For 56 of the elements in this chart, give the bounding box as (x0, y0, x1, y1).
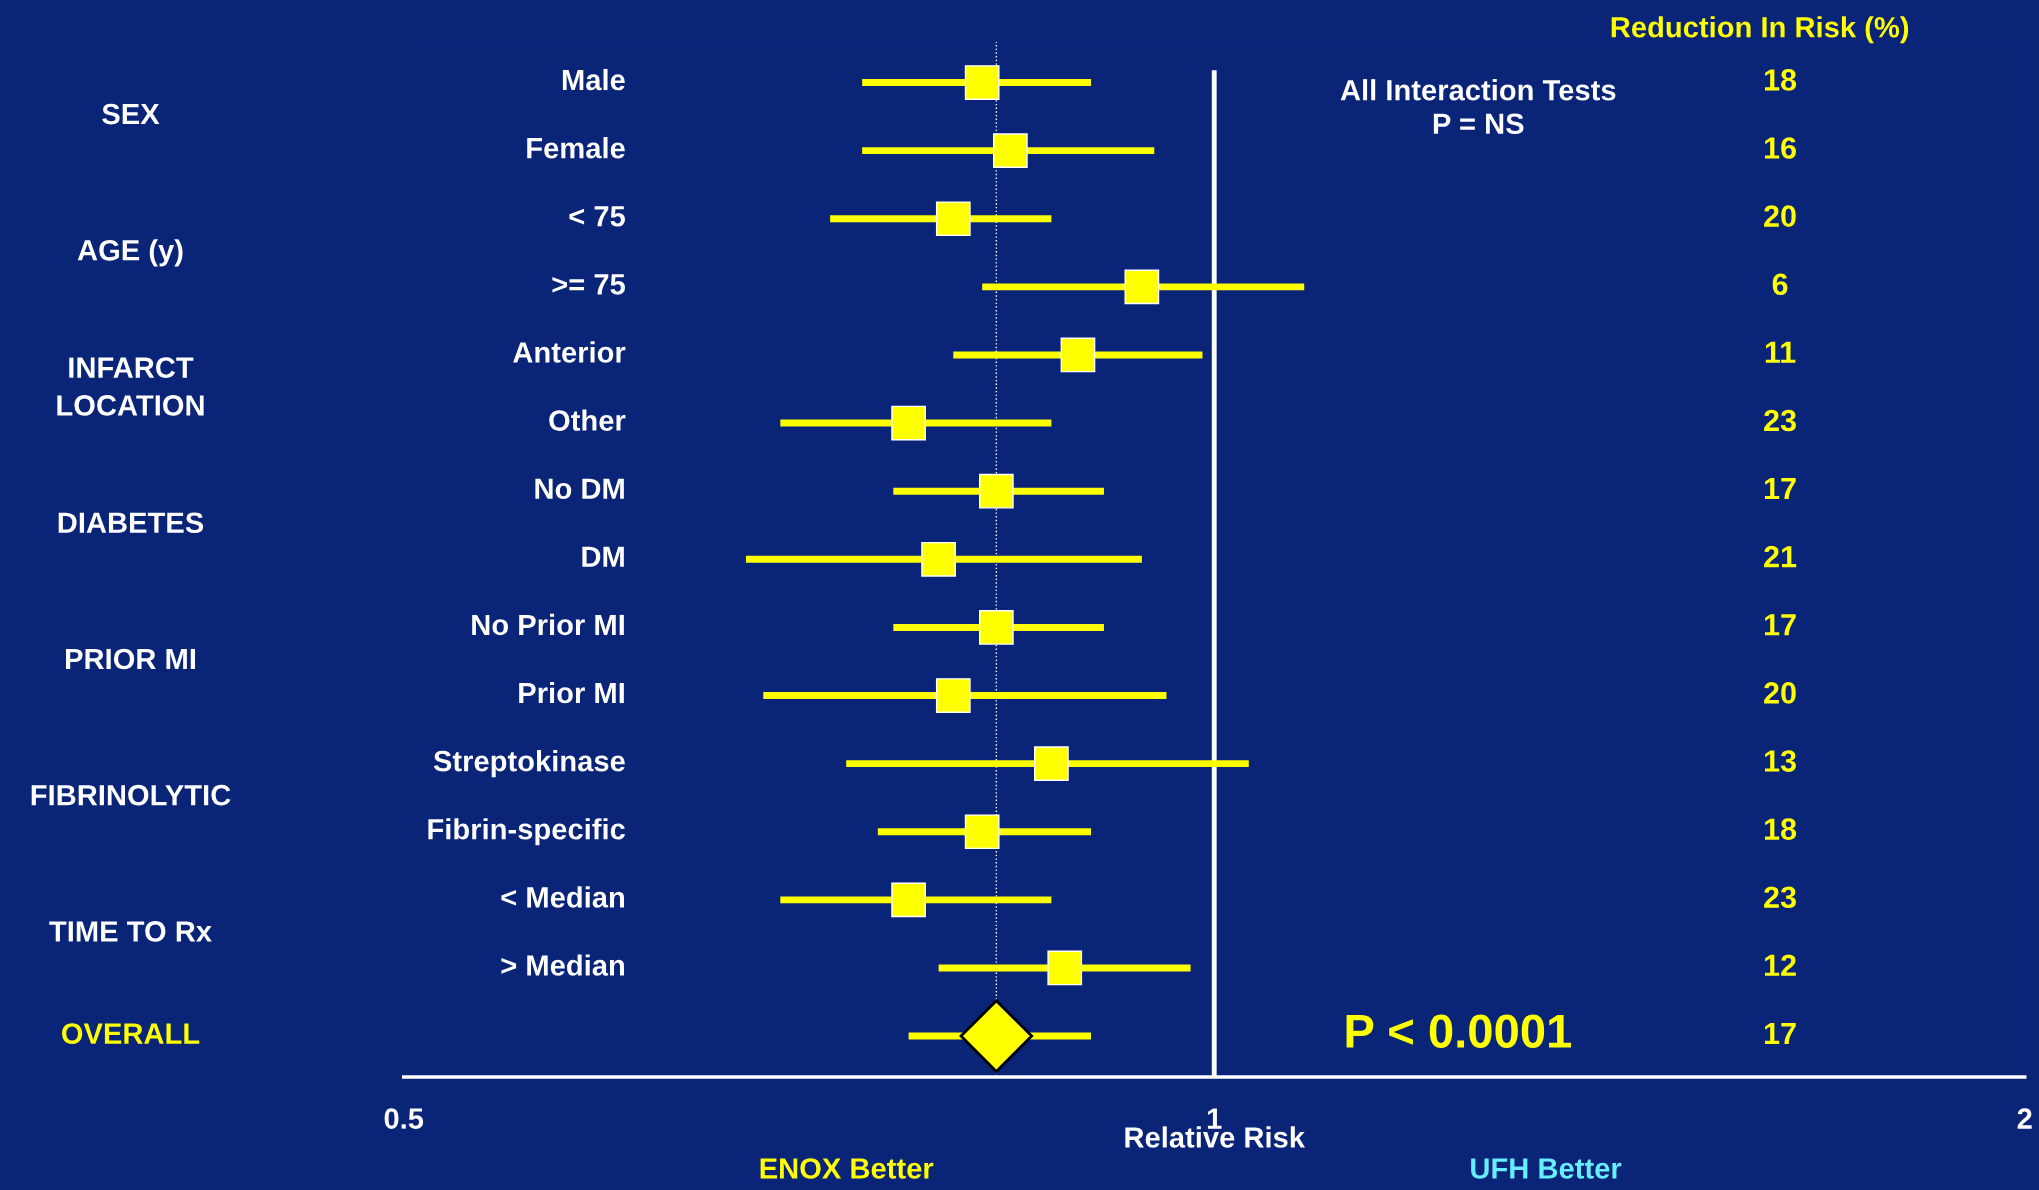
point (992, 133, 1028, 168)
text: AGE (y) (77, 239, 183, 267)
y-tick-label: No Prior MI (472, 613, 624, 636)
point (935, 201, 971, 237)
annotation: 13 (1764, 750, 1796, 772)
y-tick-label: Female (527, 137, 625, 159)
annotation: 23 (1764, 409, 1796, 432)
point (1060, 337, 1096, 373)
annotation: 20 (1764, 682, 1796, 704)
y-tick-label: > Median (501, 954, 624, 976)
text: OVERALL (62, 1023, 200, 1044)
annotation: P < 0.0001 (1346, 1014, 1572, 1048)
annotation: 18 (1764, 69, 1797, 91)
y-tick-label: < Median (501, 886, 624, 908)
annotation: 18 (1764, 818, 1797, 840)
point (978, 473, 1014, 509)
y-tick-label: Prior MI (519, 681, 624, 704)
annotation: 12 (1764, 954, 1796, 976)
annotation: 21 (1764, 545, 1797, 568)
annotation: 17 (1764, 478, 1796, 500)
annotation: 17 (1764, 1022, 1796, 1044)
annotation: 16 (1764, 137, 1796, 159)
y-tick-label: >= 75 (552, 274, 625, 295)
point (959, 999, 1034, 1073)
y-tick-label: No DM (535, 478, 624, 500)
point (964, 814, 1000, 850)
annotation: 6 (1772, 273, 1788, 296)
annotation: All Interaction Tests P = NS (1340, 79, 1616, 135)
point (978, 610, 1014, 645)
y-tick-label: Fibrin-specific (428, 818, 625, 846)
y-tick-label: Male (562, 68, 625, 91)
text: Reduction In Risk (%) (1611, 16, 1909, 44)
text: INFARCT LOCATION (57, 357, 204, 416)
y-tick-label: Other (549, 409, 626, 431)
x-tick-label: 0.5 (384, 1108, 424, 1129)
y-tick-label: Anterior (513, 341, 626, 363)
x-tick-label: 2 (2017, 1108, 2032, 1129)
point (935, 678, 971, 713)
point (1034, 746, 1069, 781)
text: ENOX Better (760, 1158, 934, 1179)
text: PRIOR MI (66, 648, 195, 670)
y-tick-label: Streptokinase (433, 750, 625, 778)
annotation: 23 (1764, 886, 1796, 909)
annotation: 11 (1765, 341, 1796, 363)
text: TIME TO Rx (49, 921, 212, 942)
annotation: 17 (1764, 614, 1796, 636)
y-tick-label: < 75 (569, 206, 625, 227)
text: SEX (102, 103, 160, 125)
point (964, 65, 1000, 100)
text: DIABETES (58, 512, 204, 534)
point (1047, 950, 1083, 986)
text: FIBRINOLYTIC (31, 784, 231, 806)
annotation: 20 (1764, 205, 1796, 227)
y-tick-label: DM (582, 546, 624, 567)
text: UFH Better (1471, 1158, 1622, 1179)
point (921, 541, 956, 577)
